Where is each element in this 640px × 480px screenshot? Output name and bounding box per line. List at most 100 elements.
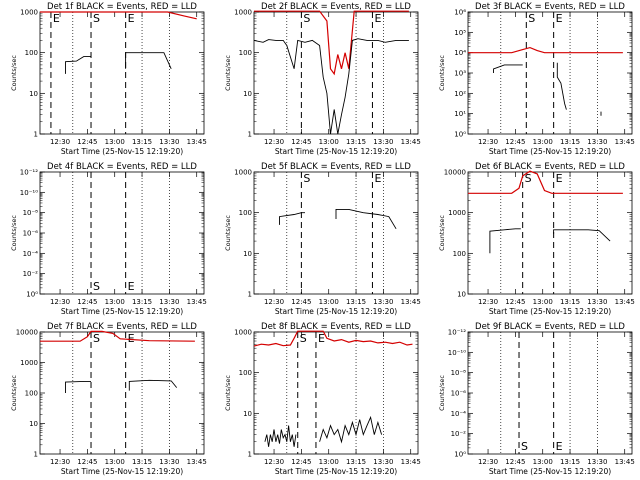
x-tick-label: 13:45 [401, 138, 421, 146]
x-tick-label: 13:15 [132, 458, 152, 466]
lld-series [40, 330, 195, 342]
panel-det2f: Det 2f BLACK = Events, RED = LLD 1 10 100 10… [224, 2, 421, 156]
panel-title: Det 9f BLACK = Events, RED = LLD [475, 322, 625, 332]
marker-label: E [128, 332, 135, 345]
panel-det3f: Det 3f BLACK = Events, RED = LLD 10⁰ 10¹ 10… [438, 2, 635, 156]
panel-title: Det 4f BLACK = Events, RED = LLD [47, 162, 197, 172]
x-tick-label: 12:30 [478, 138, 498, 146]
y-tick-label: 10 [29, 90, 38, 98]
y-axis-title: Counts/sec [438, 55, 446, 91]
y-axis-title: Counts/sec [224, 215, 232, 251]
y-tick-label: 1 [34, 451, 38, 459]
x-tick-label: 13:00 [533, 298, 553, 306]
x-tick-label: 12:45 [77, 138, 97, 146]
panel-det1f: Det 1f BLACK = Events, RED = LLD 1 10 100 10… [10, 2, 207, 156]
y-tick-label: 10⁰ [454, 131, 466, 139]
events-series [65, 56, 91, 74]
lld-series [468, 170, 623, 194]
x-axis-title: Start Time (25-Nov-15 12:19:20) [61, 467, 183, 476]
y-tick-label: 10⁵ [454, 29, 466, 37]
x-tick-label: 12:45 [505, 138, 525, 146]
y-axis-title: Counts/sec [10, 375, 18, 411]
plot-frame [467, 11, 633, 135]
marker-label: E [128, 12, 135, 25]
x-axis-title: Start Time (25-Nov-15 12:19:20) [489, 147, 611, 156]
marker-label: E [318, 332, 325, 345]
y-axis-title: Counts/sec [438, 215, 446, 251]
y-tick-label: 10⁰ [26, 291, 38, 299]
lld-series [253, 330, 413, 347]
panel-title: Det 1f BLACK = Events, RED = LLD [47, 2, 197, 12]
events-series [279, 212, 305, 225]
x-tick-label: 13:00 [319, 298, 339, 306]
y-tick-label: 10⁻¹⁰ [448, 349, 466, 357]
lld-series [254, 10, 409, 76]
events-series [556, 62, 567, 110]
x-axis-title: Start Time (25-Nov-15 12:19:20) [489, 467, 611, 476]
plot-frame [39, 331, 205, 455]
marker-label: S [93, 12, 100, 25]
x-tick-label: 12:45 [77, 458, 97, 466]
marker-label: S [528, 12, 535, 25]
x-tick-label: 13:15 [346, 298, 366, 306]
marker-label: S [93, 280, 100, 293]
x-tick-label: 12:45 [505, 458, 525, 466]
y-tick-label: 10000 [444, 169, 466, 177]
panel-det9f: Det 9f BLACK = Events, RED = LLD 10⁰ 10⁻² 1… [438, 322, 635, 476]
plot-frame [39, 11, 205, 135]
y-tick-label: 10⁻¹² [20, 169, 38, 177]
x-tick-label: 13:15 [560, 298, 580, 306]
marker-label: S [303, 172, 310, 185]
marker-label: S [303, 12, 310, 25]
plot-frame [39, 171, 205, 295]
x-tick-label: 13:45 [187, 458, 207, 466]
y-axis-title: Counts/sec [224, 375, 232, 411]
lld-series [468, 46, 623, 54]
x-tick-label: 12:45 [291, 458, 311, 466]
y-axis-title: Counts/sec [10, 215, 18, 251]
x-tick-label: 13:45 [401, 458, 421, 466]
y-tick-label: 1000 [448, 209, 466, 217]
y-axis-title: Counts/sec [10, 55, 18, 91]
x-tick-label: 12:30 [50, 458, 70, 466]
x-tick-label: 13:30 [159, 138, 179, 146]
panel-det4f: Det 4f BLACK = Events, RED = LLD 10⁰ 10⁻² 1… [10, 162, 207, 316]
x-axis-title: Start Time (25-Nov-15 12:19:20) [275, 307, 397, 316]
y-tick-label: 1 [248, 291, 252, 299]
x-tick-label: 13:45 [187, 138, 207, 146]
y-tick-label: 10 [243, 90, 252, 98]
y-tick-label: 10 [457, 291, 466, 299]
x-tick-label: 13:45 [615, 138, 635, 146]
x-tick-label: 12:45 [505, 298, 525, 306]
marker-label: E [556, 172, 563, 185]
marker-label: E [556, 440, 563, 453]
marker-label: S [521, 440, 528, 453]
marker-label: E [374, 12, 381, 25]
marker-label: S [93, 332, 100, 345]
marker-label: E [53, 12, 60, 25]
x-tick-label: 13:30 [373, 458, 393, 466]
x-tick-label: 13:15 [560, 138, 580, 146]
events-series [125, 52, 172, 69]
panel-det5f: Det 5f BLACK = Events, RED = LLD 1 10 100 10… [224, 162, 421, 316]
y-tick-label: 10⁻¹² [448, 329, 466, 337]
y-tick-label: 10² [454, 90, 466, 98]
x-tick-label: 13:00 [319, 458, 339, 466]
y-tick-label: 10⁴ [454, 49, 466, 57]
x-axis-title: Start Time (25-Nov-15 12:19:20) [489, 307, 611, 316]
y-tick-label: 100 [25, 49, 38, 57]
y-tick-label: 1000 [234, 169, 252, 177]
x-tick-label: 13:30 [373, 298, 393, 306]
y-tick-label: 10⁻⁸ [23, 209, 39, 217]
x-tick-label: 13:30 [587, 298, 607, 306]
x-tick-label: 13:30 [587, 138, 607, 146]
x-tick-label: 13:45 [187, 298, 207, 306]
events-series [264, 425, 297, 447]
x-tick-label: 13:30 [159, 458, 179, 466]
marker-label: S [525, 172, 532, 185]
y-tick-label: 10⁻² [23, 270, 39, 278]
panel-det6f: Det 6f BLACK = Events, RED = LLD 10 100 100… [438, 162, 635, 316]
events-series [493, 64, 523, 73]
y-tick-label: 10⁻¹⁰ [20, 189, 38, 197]
